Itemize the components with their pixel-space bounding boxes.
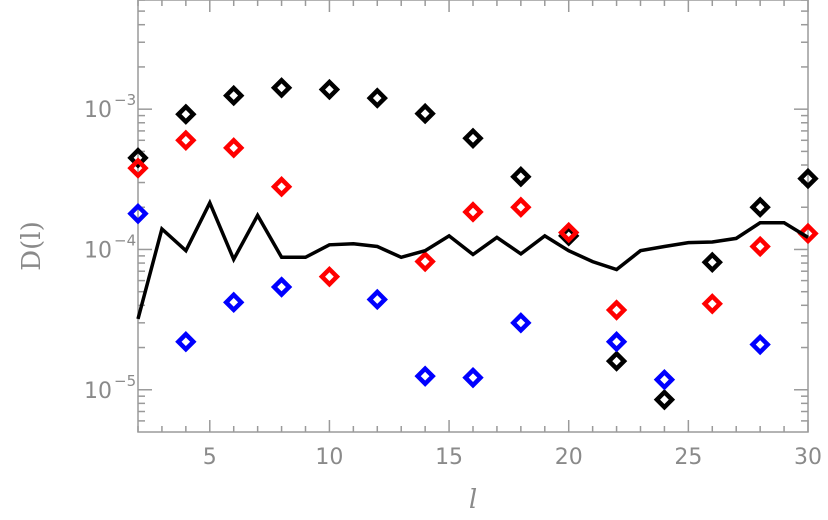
data-point-diamond [318,78,341,101]
data-point-diamond [797,222,819,245]
data-point-diamond [223,84,245,107]
data-point-diamond [510,196,532,218]
data-point-diamond [749,333,771,356]
data-point-diamond [701,251,723,273]
data-point-diamond [414,102,436,125]
y-tick-label-exponent: −5 [114,372,136,390]
data-point-diamond [605,350,628,372]
data-point-diamond [127,202,149,225]
data-point-diamond [510,166,532,188]
data-point-diamond [175,129,197,151]
data-point-diamond [605,331,628,353]
x-tick-label: 30 [794,445,822,470]
data-point-diamond [127,147,149,169]
data-point-diamond [462,201,484,223]
y-tick-label: 10 [84,238,112,263]
x-axis-title: l [469,485,477,515]
data-point-diamond [175,331,197,353]
data-point-diamond [605,299,628,321]
data-point-diamond [462,366,484,389]
x-tick-label: 15 [435,445,463,470]
data-point-diamond [414,365,436,387]
x-tick-label: 20 [555,445,583,470]
data-point-diamond [366,288,388,311]
axis-ticks [137,0,809,432]
data-point-diamond [270,276,293,298]
y-tick-label: 10 [84,98,112,123]
data-point-diamond [270,77,293,99]
data-point-diamond [223,137,245,159]
x-tick-label: 25 [674,445,702,470]
data-point-diamond [318,265,341,288]
data-point-diamond [653,369,676,391]
data-point-diamond [510,312,532,334]
y-axis-title: D(l) [17,221,47,270]
data-point-diamond [797,167,819,190]
data-point-diamond [558,221,580,244]
data-point-diamond [749,196,771,218]
data-point-diamond [749,235,771,258]
data-point-diamond [270,176,293,198]
y-tick-label-exponent: −4 [114,231,136,249]
x-tick-label: 5 [203,445,217,470]
data-point-diamond [462,127,484,149]
data-point-diamond [366,87,388,109]
data-point-diamond [223,291,245,314]
data-point-diamond [127,157,149,179]
data-point-diamond [175,103,197,125]
series-line [136,198,809,320]
plot-area [127,77,819,411]
data-point-diamond [701,293,723,315]
data-point-diamond [414,250,436,273]
y-tick-label: 10 [84,379,112,404]
x-tick-label: 10 [315,445,343,470]
y-tick-label-exponent: −3 [114,91,136,109]
data-point-diamond [653,388,676,411]
